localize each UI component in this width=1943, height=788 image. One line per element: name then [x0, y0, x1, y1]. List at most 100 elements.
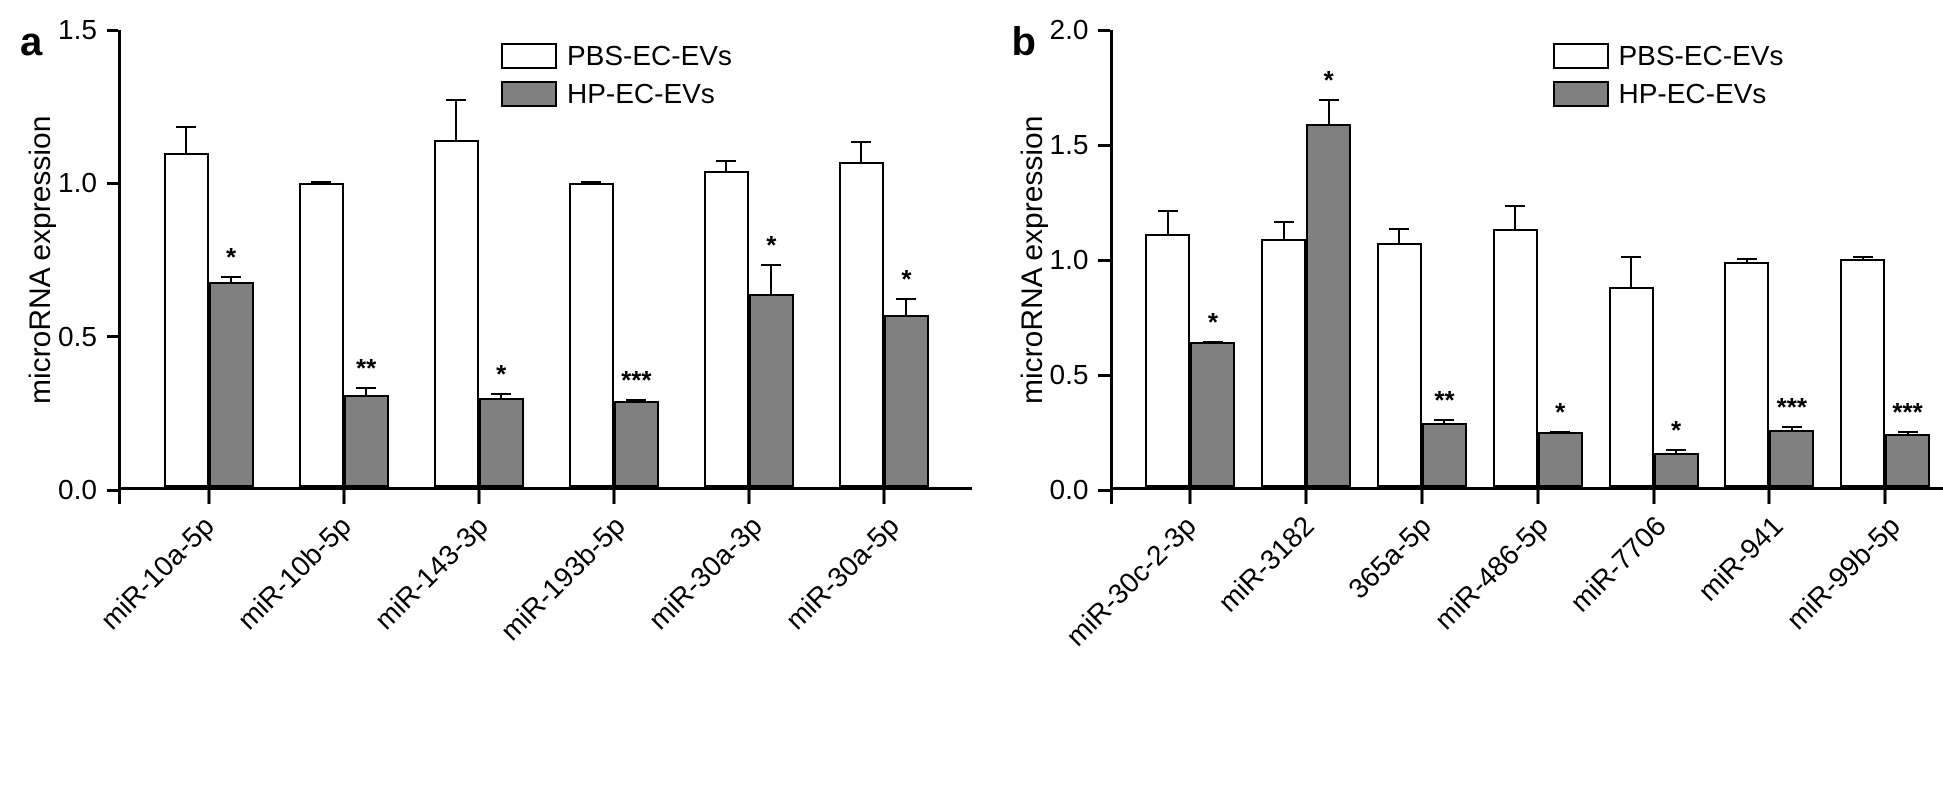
hp-bar: **	[1422, 423, 1467, 487]
x-label: miR-10a-5p	[95, 510, 221, 636]
error-cap	[1898, 431, 1918, 433]
error-cap	[446, 99, 466, 101]
hp-bar-wrap: *	[1654, 453, 1699, 488]
bar-group: *	[141, 153, 276, 487]
pbs-bar	[1493, 229, 1538, 487]
error-cap	[356, 387, 376, 389]
y-tick-mark	[1098, 374, 1109, 377]
pbs-bar-wrap	[164, 153, 209, 487]
significance-marker: *	[766, 230, 776, 261]
legend-item: HP-EC-EVs	[1553, 78, 1784, 110]
hp-bar-wrap: *	[1306, 124, 1351, 487]
hp-bar: *	[749, 294, 794, 487]
hp-bar: *	[884, 315, 929, 487]
pbs-bar	[569, 183, 614, 487]
y-tick: 0.5	[1050, 359, 1110, 391]
y-tick-mark	[1098, 29, 1109, 32]
hp-bar-wrap: *	[479, 398, 524, 487]
pbs-bar	[704, 171, 749, 487]
error-cap	[1203, 341, 1223, 343]
error-cap	[221, 276, 241, 278]
x-label-cell: miR-7706	[1591, 490, 1708, 710]
hp-bar-wrap: *	[209, 282, 254, 487]
hp-bar-wrap: *	[1190, 342, 1235, 487]
y-tick-mark	[1098, 489, 1109, 492]
pbs-bar-wrap	[1145, 234, 1190, 487]
hp-bar: *	[479, 398, 524, 487]
panel-a: amicroRNA expression0.00.51.01.5PBS-EC-E…	[20, 20, 972, 768]
significance-marker: **	[356, 353, 376, 384]
significance-marker: *	[1671, 415, 1681, 446]
legend-label: PBS-EC-EVs	[567, 40, 732, 72]
pbs-bar	[1609, 287, 1654, 487]
hp-bar: *	[1538, 432, 1583, 487]
plot-area: PBS-EC-EVsHP-EC-EVs*********	[118, 30, 972, 490]
error-cap	[626, 399, 646, 401]
bar-group: *	[1596, 287, 1712, 487]
legend-label: HP-EC-EVs	[1619, 78, 1767, 110]
hp-bar-wrap: **	[1422, 423, 1467, 487]
significance-marker: *	[1208, 307, 1218, 338]
pbs-bar-wrap	[1724, 262, 1769, 487]
x-labels: miR-30c-2-3pmiR-3182365a-5pmiR-486-5pmiR…	[1102, 490, 1943, 710]
y-axis: 0.00.51.01.5	[58, 30, 118, 490]
bar-group: *	[1133, 234, 1249, 487]
y-tick: 0.0	[1050, 474, 1110, 506]
pbs-bar	[434, 140, 479, 487]
y-tick-label: 0.0	[58, 474, 107, 506]
y-tick-label: 1.5	[1050, 129, 1099, 161]
hp-bar-wrap: *	[749, 294, 794, 487]
significance-marker: *	[496, 359, 506, 390]
significance-marker: *	[1324, 65, 1334, 96]
legend-item: PBS-EC-EVs	[1553, 40, 1784, 72]
hp-bar: *	[209, 282, 254, 487]
y-tick-label: 2.0	[1050, 14, 1099, 46]
y-axis-label: microRNA expression	[1012, 30, 1050, 490]
y-tick: 1.5	[58, 14, 118, 46]
plot-area: PBS-EC-EVsHP-EC-EVs************	[1110, 30, 1943, 490]
legend-swatch	[501, 43, 557, 69]
hp-bar-wrap: ***	[614, 401, 659, 487]
pbs-bar	[1724, 262, 1769, 487]
y-tick-label: 0.0	[1050, 474, 1099, 506]
pbs-bar-wrap	[1609, 287, 1654, 487]
error-cap	[1782, 426, 1802, 428]
significance-marker: ***	[1777, 392, 1807, 423]
pbs-bar-wrap	[1493, 229, 1538, 487]
bar-group: *	[681, 171, 816, 487]
pbs-bar	[839, 162, 884, 487]
error-bar	[455, 100, 457, 143]
y-tick: 2.0	[1050, 14, 1110, 46]
error-cap	[1389, 228, 1409, 230]
significance-marker: *	[1555, 397, 1565, 428]
y-tick-mark	[107, 335, 118, 338]
legend-swatch	[501, 81, 557, 107]
pbs-bar-wrap	[839, 162, 884, 487]
x-label-cell: miR-30a-5p	[815, 490, 952, 710]
hp-bar-wrap: ***	[1769, 430, 1814, 488]
y-axis: 0.00.51.01.52.0	[1050, 30, 1110, 490]
bar-group: **	[276, 183, 411, 487]
pbs-bar	[1261, 239, 1306, 487]
hp-bar: *	[1654, 453, 1699, 488]
legend: PBS-EC-EVs HP-EC-EVs	[1553, 40, 1784, 110]
pbs-bar	[299, 183, 344, 487]
hp-bar: *	[1306, 124, 1351, 487]
error-cap	[716, 160, 736, 162]
y-tick-label: 1.0	[58, 167, 107, 199]
error-bar	[365, 388, 367, 397]
y-tick-mark	[107, 29, 118, 32]
bar-group: *	[816, 162, 951, 487]
x-label-cell: miR-99b-5p	[1826, 490, 1943, 710]
hp-bar: *	[1190, 342, 1235, 487]
legend-item: PBS-EC-EVs	[501, 40, 732, 72]
error-cap	[581, 181, 601, 183]
y-tick-mark	[107, 489, 118, 492]
y-tick-mark	[1098, 259, 1109, 262]
bar-group: *	[411, 140, 546, 487]
bar-group: *	[1248, 124, 1364, 487]
error-bar	[770, 265, 772, 296]
error-cap	[1621, 256, 1641, 258]
error-bar	[1167, 211, 1169, 236]
bar-group: ***	[1827, 259, 1943, 487]
